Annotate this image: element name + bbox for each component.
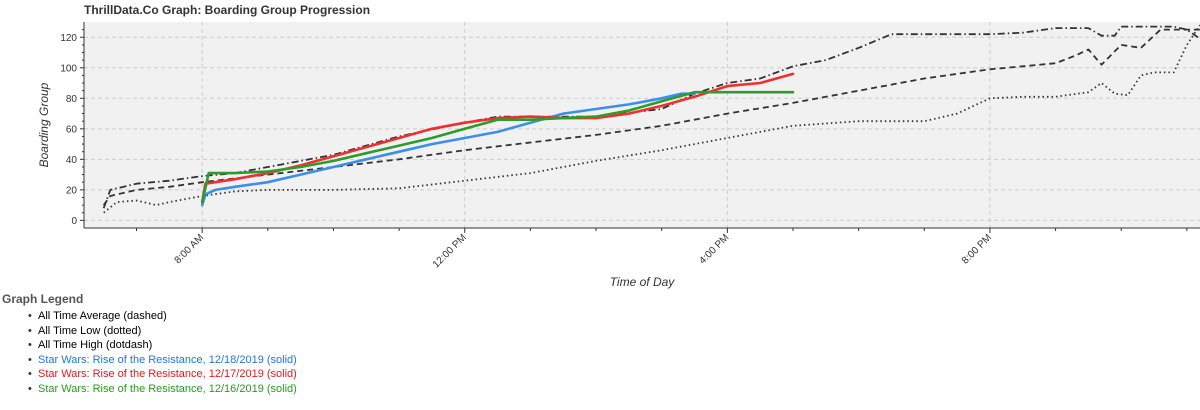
bullet-icon: •: [28, 310, 32, 322]
y-axis-label: Boarding Group: [37, 82, 51, 167]
legend-item-label: Star Wars: Rise of the Resistance, 12/18…: [38, 353, 297, 366]
series-line-dotdash-2: [102, 25, 1200, 209]
x-tick-label: 8:00 AM: [173, 232, 207, 266]
legend-item: • All Time High (dotdash): [28, 338, 297, 353]
bullet-icon: •: [28, 339, 32, 351]
legend-item-label: All Time Average (dashed): [38, 310, 167, 322]
legend-item: • Star Wars: Rise of the Resistance, 12/1…: [28, 382, 297, 397]
x-tick-label: 8:00 PM: [960, 232, 994, 266]
bullet-icon: •: [28, 324, 32, 337]
series-line-solid-5: [200, 90, 795, 204]
legend-item-label: All Time High (dotdash): [38, 339, 153, 351]
y-tick-label: 120: [60, 33, 77, 44]
legend-item-label: All Time Low (dotted): [38, 324, 142, 337]
series-line-dashed-0: [102, 28, 1200, 206]
series-line-solid-3: [200, 92, 696, 207]
x-tick-label: 12:00 PM: [431, 232, 469, 270]
bullet-icon: •: [28, 353, 32, 366]
legend-title: Graph Legend: [2, 292, 84, 306]
plot-background: [84, 22, 1200, 228]
y-tick-label: 80: [66, 94, 78, 105]
legend-item-label: Star Wars: Rise of the Resistance, 12/16…: [38, 382, 297, 395]
legend-item: • Star Wars: Rise of the Resistance, 12/1…: [28, 367, 297, 382]
chart-area: 0 20 40 60 80 100 120 8:00 AM 12:00 PM 4:00 PM 8:0…: [37, 22, 1200, 289]
y-tick-label: 60: [66, 124, 78, 135]
legend: • All Time Average (dashed) • All Time Low…: [28, 309, 297, 396]
chart-title: ThrillData.Co Graph: Boarding Group Prog…: [84, 3, 371, 17]
y-tick-label: 20: [66, 185, 78, 196]
y-tick-label: 100: [60, 63, 77, 74]
legend-item: • All Time Average (dashed): [28, 309, 297, 324]
bullet-icon: •: [28, 368, 32, 380]
bullet-icon: •: [28, 382, 32, 395]
x-tick-label: 4:00 PM: [697, 232, 731, 266]
x-axis-label: Time of Day: [610, 275, 676, 289]
y-tick-label: 0: [71, 216, 77, 227]
legend-item: • Star Wars: Rise of the Resistance, 12/1…: [28, 353, 297, 368]
series-layer: [102, 24, 1200, 214]
y-tick-label: 40: [66, 155, 78, 166]
legend-item: • All Time Low (dotted): [28, 324, 297, 339]
legend-item-label: Star Wars: Rise of the Resistance, 12/17…: [38, 368, 297, 380]
